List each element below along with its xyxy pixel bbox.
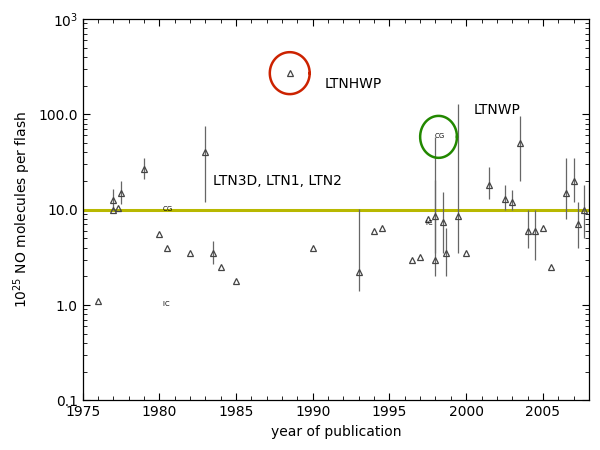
Text: $\mathregular{_{CG}}$: $\mathregular{_{CG}}$ bbox=[434, 131, 445, 141]
Text: LTNWP: LTNWP bbox=[474, 104, 521, 117]
Text: LTNHWP: LTNHWP bbox=[325, 76, 382, 90]
Text: $\mathregular{_{IC}}$: $\mathregular{_{IC}}$ bbox=[425, 217, 433, 228]
Text: $\mathregular{_{IC}}$: $\mathregular{_{IC}}$ bbox=[163, 299, 171, 310]
Text: $\mathregular{_{CG}}$: $\mathregular{_{CG}}$ bbox=[163, 204, 174, 214]
Y-axis label: $\mathregular{10^{25}}$ NO molecules per flash: $\mathregular{10^{25}}$ NO molecules per… bbox=[11, 111, 33, 308]
X-axis label: year of publication: year of publication bbox=[271, 425, 401, 439]
Text: LTN3D, LTN1, LTN2: LTN3D, LTN1, LTN2 bbox=[213, 174, 342, 189]
